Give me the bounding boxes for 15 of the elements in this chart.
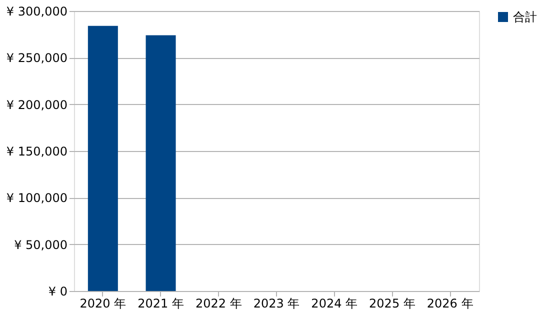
y-tick-label: ¥ 100,000 bbox=[6, 191, 68, 206]
x-tick-label: 2021 年 bbox=[138, 296, 184, 310]
x-tick-label: 2023 年 bbox=[253, 296, 300, 310]
x-tick-label: 2024 年 bbox=[311, 296, 358, 310]
x-tick-label: 2025 年 bbox=[369, 296, 416, 310]
x-tick-label: 2020 年 bbox=[80, 296, 126, 310]
legend-label: 合計 bbox=[513, 10, 537, 24]
y-tick-label: ¥ 0 bbox=[48, 284, 68, 298]
y-tick-label: ¥ 200,000 bbox=[6, 98, 68, 112]
x-tick-label: 2026 年 bbox=[426, 296, 474, 310]
x-tick-label: 2022 年 bbox=[195, 296, 242, 310]
y-tick-label: ¥ 50,000 bbox=[14, 238, 68, 252]
y-tick-label: ¥ 250,000 bbox=[6, 51, 68, 66]
y-tick-label: ¥ 150,000 bbox=[6, 144, 68, 158]
y-tick-label: ¥ 300,000 bbox=[6, 4, 68, 18]
